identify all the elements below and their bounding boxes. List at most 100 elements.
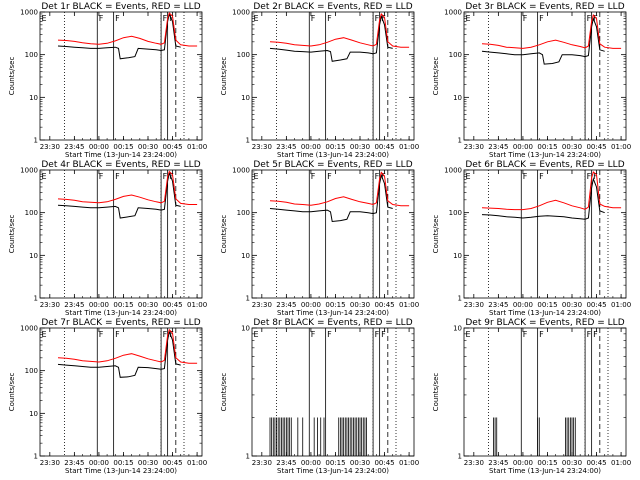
y-tick-label: 10	[29, 94, 38, 102]
event-marker-label: F	[99, 172, 104, 181]
y-axis-label: Counts/sec	[8, 373, 16, 412]
event-marker-label: E	[466, 14, 471, 23]
y-tick-label: 100	[25, 367, 38, 375]
x-tick-label: 00:00	[89, 301, 109, 309]
y-tick-label: 1	[458, 295, 462, 303]
panel-title: Det 9r BLACK = Events, RED = LLD	[465, 318, 624, 328]
panel-title: Det 6r BLACK = Events, RED = LLD	[465, 160, 624, 170]
y-tick-label: 10	[29, 410, 38, 418]
panel-title: Det 2r BLACK = Events, RED = LLD	[253, 2, 412, 12]
x-tick-label: 00:15	[325, 301, 345, 309]
event-marker-label: F	[375, 172, 380, 181]
plot-frame	[463, 169, 627, 299]
y-tick-label: 100	[25, 209, 38, 217]
x-tick-label: 01:00	[187, 143, 207, 151]
y-axis-label: Counts/sec	[432, 373, 440, 412]
event-marker-label: F	[115, 330, 120, 339]
panel-title: Det 5r BLACK = Events, RED = LLD	[253, 160, 412, 170]
y-tick-label: 1	[34, 453, 38, 461]
x-axis-label: Start Time (13-Jun-14 23:24:00)	[489, 151, 601, 159]
x-tick-label: 00:45	[374, 143, 394, 151]
panel-title: Det 7r BLACK = Events, RED = LLD	[41, 318, 200, 328]
x-tick-label: 00:30	[138, 301, 158, 309]
x-tick-label: 00:30	[138, 459, 158, 467]
x-tick-label: 23:45	[276, 301, 296, 309]
y-tick-label: 1000	[20, 9, 38, 17]
y-tick-label: 1	[246, 295, 250, 303]
x-tick-label: 00:00	[301, 143, 321, 151]
y-tick-label: 100	[449, 209, 462, 217]
x-tick-label: 01:00	[611, 301, 631, 309]
x-tick-label: 00:00	[301, 301, 321, 309]
x-tick-label: 23:45	[64, 143, 84, 151]
event-marker-label: F	[539, 330, 544, 339]
y-tick-label: 1000	[444, 167, 462, 175]
y-tick-label: 1	[458, 453, 462, 461]
series-lld-line	[481, 13, 622, 49]
x-tick-label: 23:45	[488, 459, 508, 467]
x-tick-label: 23:30	[40, 459, 60, 467]
y-tick-label: 1	[246, 453, 250, 461]
x-tick-label: 23:45	[64, 459, 84, 467]
event-marker-label: F	[539, 172, 544, 181]
event-marker-label: F	[311, 14, 316, 23]
x-tick-label: 23:30	[252, 301, 272, 309]
x-tick-label: 00:30	[350, 143, 370, 151]
event-marker-label: F	[593, 14, 598, 23]
y-tick-label: 100	[237, 209, 250, 217]
event-marker-label: F	[327, 172, 332, 181]
y-axis-label: Counts/sec	[8, 57, 16, 96]
series-events-line	[269, 14, 393, 62]
x-tick-label: 00:00	[301, 459, 321, 467]
x-tick-label: 00:15	[537, 143, 557, 151]
x-tick-label: 00:45	[162, 459, 182, 467]
panel-title: Det 1r BLACK = Events, RED = LLD	[41, 2, 200, 12]
event-marker-label: E	[254, 172, 259, 181]
y-tick-label: 1000	[444, 9, 462, 17]
x-tick-label: 00:15	[537, 459, 557, 467]
series-lld-line	[481, 171, 622, 211]
series-lld-line	[269, 13, 410, 48]
plot-frame	[39, 11, 203, 141]
y-tick-label: 10	[453, 252, 462, 260]
x-tick-label: 00:30	[350, 459, 370, 467]
x-tick-label: 00:15	[113, 301, 133, 309]
event-marker-label: F	[311, 172, 316, 181]
x-axis-label: Start Time (13-Jun-14 23:24:00)	[65, 309, 177, 317]
event-marker-label: E	[466, 330, 471, 339]
x-axis-label: Start Time (13-Jun-14 23:24:00)	[277, 151, 389, 159]
y-axis-label: Counts/sec	[220, 215, 228, 254]
event-marker-label: F	[523, 172, 528, 181]
x-tick-label: 00:45	[586, 301, 606, 309]
series-lld-line	[57, 170, 198, 205]
x-tick-label: 00:15	[113, 143, 133, 151]
event-marker-label: F	[163, 172, 168, 181]
y-tick-label: 1	[34, 295, 38, 303]
y-tick-label: 10	[241, 94, 250, 102]
x-tick-label: 00:00	[513, 301, 533, 309]
x-tick-label: 01:00	[399, 301, 419, 309]
plot-frame	[39, 327, 203, 457]
y-tick-label: 10	[453, 325, 462, 333]
x-tick-label: 00:30	[562, 301, 582, 309]
x-axis-label: Start Time (13-Jun-14 23:24:00)	[489, 467, 601, 475]
x-tick-label: 00:30	[138, 143, 158, 151]
x-tick-label: 23:30	[464, 301, 484, 309]
y-tick-label: 1	[246, 137, 250, 145]
plot-frame	[251, 11, 415, 141]
event-marker-label: E	[42, 172, 47, 181]
x-tick-label: 01:00	[187, 459, 207, 467]
event-marker-label: F	[587, 14, 592, 23]
y-tick-label: 1	[34, 137, 38, 145]
plot-frame	[463, 11, 627, 141]
event-marker-label: E	[254, 14, 259, 23]
x-tick-label: 23:45	[488, 301, 508, 309]
x-axis-label: Start Time (13-Jun-14 23:24:00)	[65, 151, 177, 159]
event-marker-label: F	[99, 14, 104, 23]
plot-frame	[251, 327, 415, 457]
